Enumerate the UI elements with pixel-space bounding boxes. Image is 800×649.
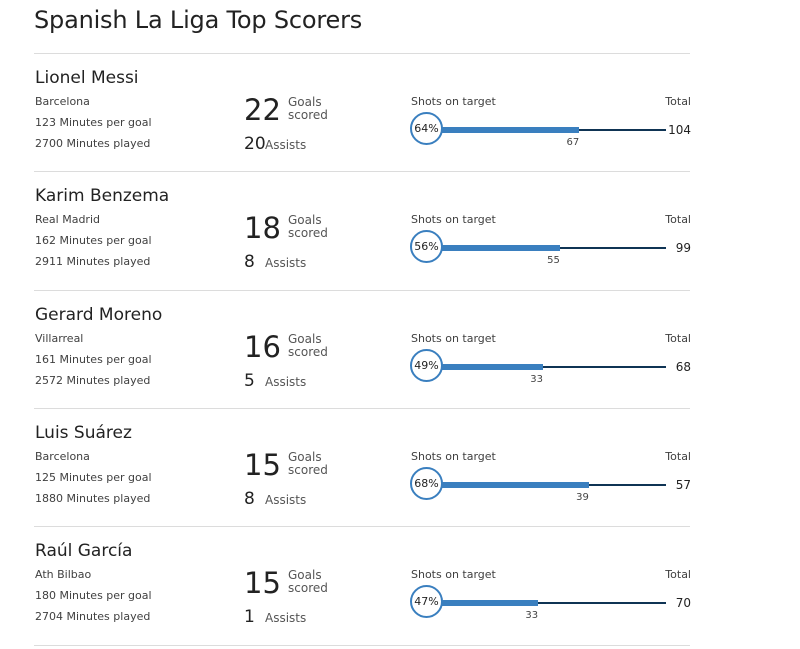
total-shots-count: 57 (675, 478, 691, 492)
shots-on-target-label: Shots on target (411, 450, 496, 463)
total-label: Total (665, 568, 691, 581)
shots-on-target-bar (424, 600, 538, 606)
player-team: Villarreal (35, 332, 84, 345)
minutes-per-goal: 125 Minutes per goal (35, 471, 152, 484)
player-team: Barcelona (35, 95, 90, 108)
accuracy-percent-circle: 64% (410, 112, 443, 145)
total-shots-line (424, 366, 666, 368)
minutes-played: 2572 Minutes played (35, 374, 151, 387)
shots-on-target-bar (424, 364, 543, 370)
divider (34, 526, 690, 527)
player-row-garcia: Raúl García Ath Bilbao 180 Minutes per g… (34, 527, 691, 645)
divider (34, 171, 690, 172)
minutes-played: 2911 Minutes played (35, 255, 151, 268)
assists-count: 5 (244, 371, 255, 391)
accuracy-percent-circle: 47% (410, 585, 443, 618)
assists-label: Assists (265, 493, 307, 507)
assists-count: 8 (244, 489, 255, 509)
goals-count: 15 (244, 448, 281, 482)
shots-on-target-count: 55 (547, 255, 560, 266)
divider (34, 645, 690, 646)
goals-count: 15 (244, 566, 281, 600)
goals-label: Goals scored (288, 568, 328, 595)
shots-on-target-count: 33 (530, 374, 543, 385)
total-shots-count: 104 (668, 123, 691, 137)
accuracy-percent-circle: 56% (410, 230, 443, 263)
total-label: Total (665, 95, 691, 108)
minutes-per-goal: 123 Minutes per goal (35, 116, 152, 129)
shots-on-target-count: 39 (576, 492, 589, 503)
shots-on-target-bar (424, 245, 560, 251)
minutes-played: 2700 Minutes played (35, 137, 151, 150)
total-shots-line (424, 602, 666, 604)
shots-on-target-bar (424, 127, 579, 133)
player-row-suarez: Luis Suárez Barcelona 125 Minutes per go… (34, 409, 691, 527)
goals-count: 16 (244, 330, 281, 364)
goals-label: Goals scored (288, 450, 328, 477)
minutes-per-goal: 161 Minutes per goal (35, 353, 152, 366)
total-shots-count: 99 (675, 241, 691, 255)
accuracy-percent-circle: 49% (410, 349, 443, 382)
divider (34, 53, 690, 54)
total-label: Total (665, 332, 691, 345)
total-label: Total (665, 213, 691, 226)
goals-label: Goals scored (288, 213, 328, 240)
minutes-per-goal: 162 Minutes per goal (35, 234, 152, 247)
shots-on-target-label: Shots on target (411, 568, 496, 581)
player-name[interactable]: Karim Benzema (35, 186, 170, 206)
divider (34, 408, 690, 409)
player-name[interactable]: Gerard Moreno (35, 305, 163, 325)
assists-count: 20 (244, 134, 266, 154)
player-name[interactable]: Raúl García (35, 541, 133, 561)
assists-label: Assists (265, 375, 307, 389)
player-team: Real Madrid (35, 213, 100, 226)
accuracy-percent-circle: 68% (410, 467, 443, 500)
player-row-moreno: Gerard Moreno Villarreal 161 Minutes per… (34, 291, 691, 409)
page-title: Spanish La Liga Top Scorers (34, 6, 363, 34)
divider (34, 290, 690, 291)
minutes-per-goal: 180 Minutes per goal (35, 589, 152, 602)
player-row-messi: Lionel Messi Barcelona 123 Minutes per g… (34, 54, 691, 172)
player-name[interactable]: Lionel Messi (35, 68, 139, 88)
total-shots-count: 70 (675, 596, 691, 610)
assists-count: 1 (244, 607, 255, 627)
minutes-played: 1880 Minutes played (35, 492, 151, 505)
goals-label: Goals scored (288, 95, 328, 122)
total-label: Total (665, 450, 691, 463)
assists-label: Assists (265, 256, 307, 270)
player-team: Ath Bilbao (35, 568, 92, 581)
shots-on-target-label: Shots on target (411, 95, 496, 108)
player-name[interactable]: Luis Suárez (35, 423, 132, 443)
shots-on-target-count: 33 (525, 610, 539, 621)
shots-on-target-label: Shots on target (411, 213, 496, 226)
goals-count: 18 (244, 211, 281, 245)
goals-count: 22 (244, 93, 281, 127)
player-team: Barcelona (35, 450, 90, 463)
total-shots-count: 68 (675, 360, 691, 374)
assists-label: Assists (265, 611, 307, 625)
assists-label: Assists (265, 138, 307, 152)
shots-on-target-count: 67 (566, 137, 580, 148)
player-row-benzema: Karim Benzema Real Madrid 162 Minutes pe… (34, 172, 691, 290)
shots-on-target-bar (424, 482, 589, 488)
goals-label: Goals scored (288, 332, 328, 359)
assists-count: 8 (244, 252, 255, 272)
shots-on-target-label: Shots on target (411, 332, 496, 345)
minutes-played: 2704 Minutes played (35, 610, 151, 623)
